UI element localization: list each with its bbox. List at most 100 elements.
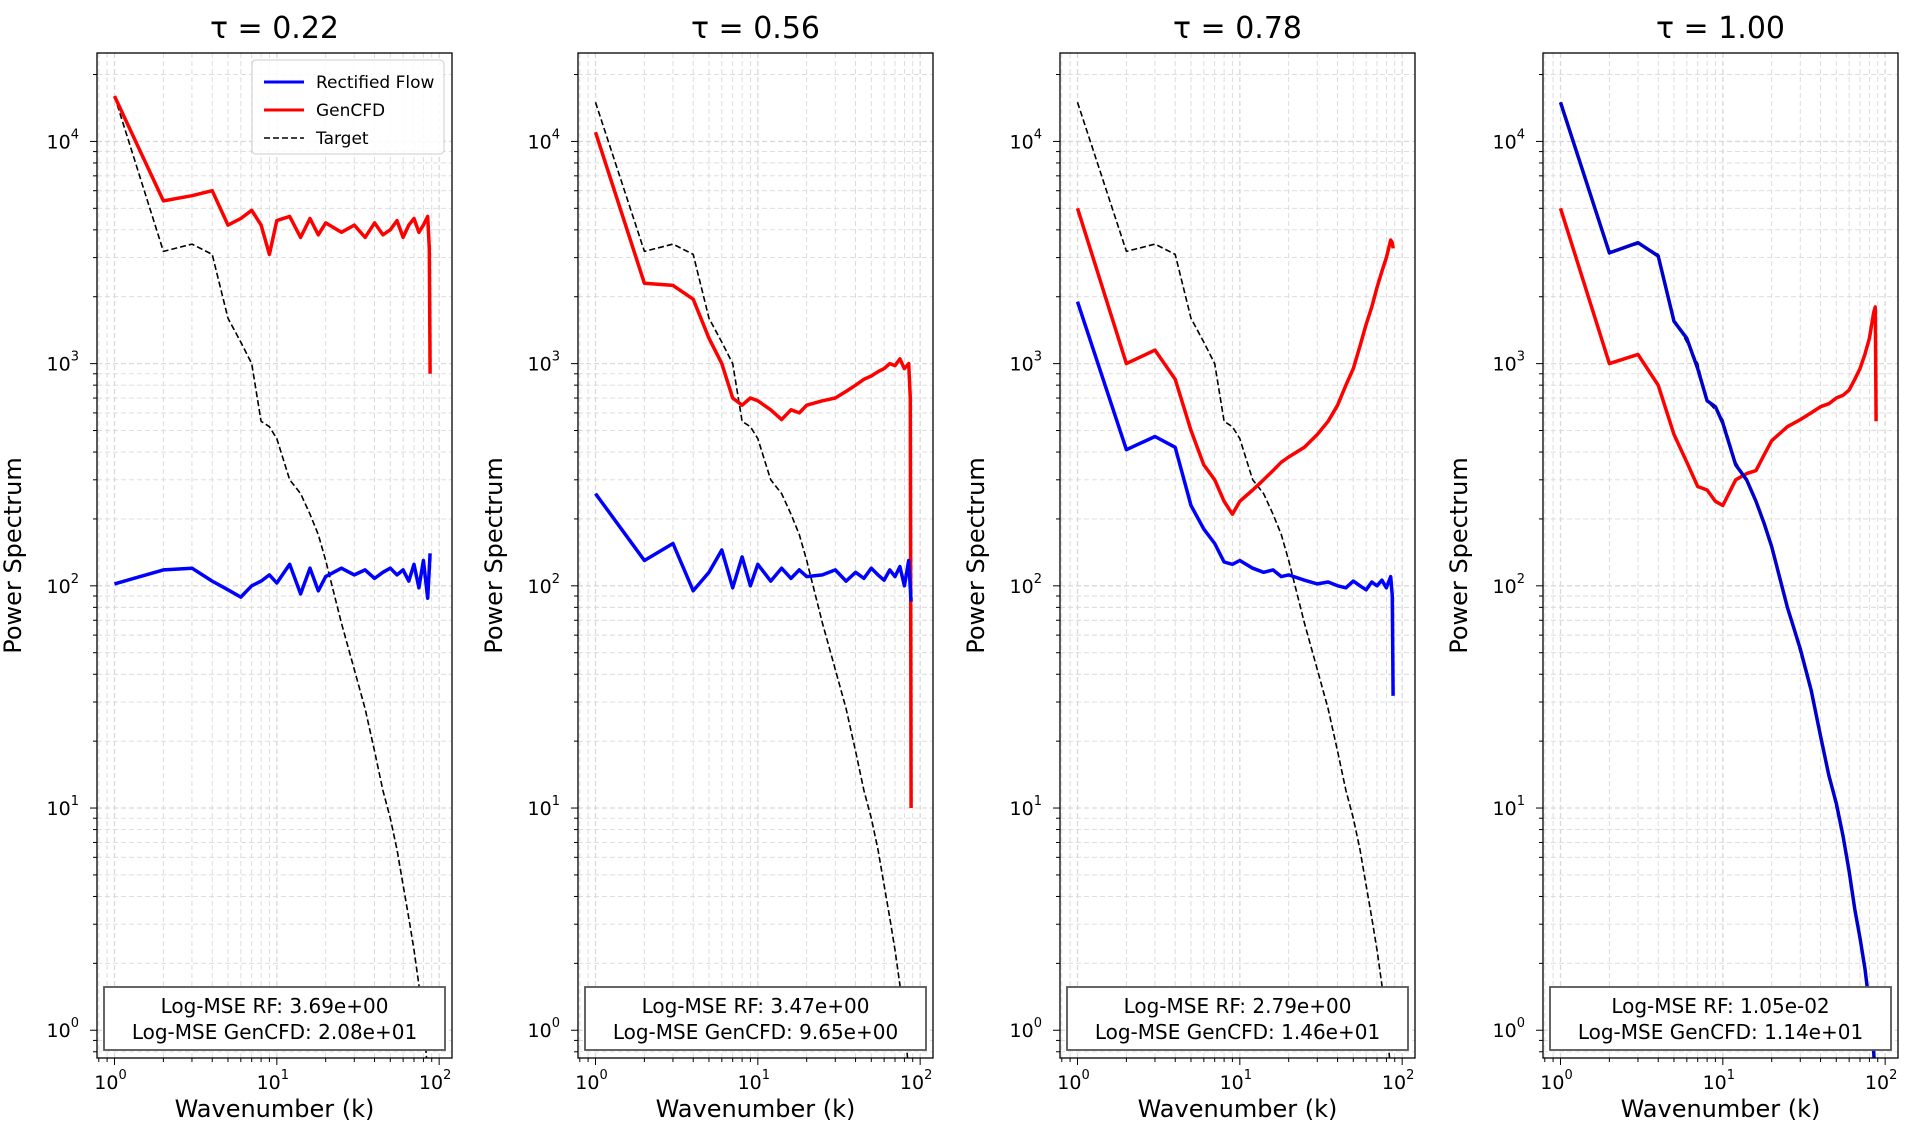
x-tick-label: 101: [738, 1068, 770, 1094]
y-tick-label: 104: [47, 127, 79, 153]
legend: Rectified Flow GenCFD Target: [251, 59, 445, 155]
y-tick-base: 10: [47, 1020, 71, 1042]
y-tick-base: 10: [528, 576, 552, 598]
x-tick-exponent: 0: [1564, 1068, 1572, 1083]
y-tick-base: 10: [528, 131, 552, 153]
y-tick-label: 100: [1493, 1016, 1525, 1042]
y-tick-exponent: 1: [552, 794, 560, 809]
annotation-line-2: Log-MSE GenCFD: 1.14e+01: [1578, 1020, 1863, 1044]
y-tick-label: 103: [1493, 350, 1525, 376]
series-line-target: [594, 102, 909, 1058]
y-tick-label: 101: [47, 794, 79, 820]
x-tick-base: 10: [575, 1072, 599, 1094]
series-line-gencfd: [1075, 207, 1395, 516]
grid: [578, 53, 933, 1058]
annotation-box: [584, 986, 927, 1051]
y-tick-exponent: 3: [1517, 350, 1525, 365]
y-tick-exponent: 1: [1517, 794, 1525, 809]
panel-title: τ = 1.00: [1656, 11, 1785, 46]
y-tick-exponent: 2: [1517, 572, 1525, 587]
annotation-line-1: Log-MSE RF: 3.47e+00: [642, 994, 870, 1018]
y-tick-base: 10: [1493, 798, 1517, 820]
series-lines: [112, 95, 432, 1058]
series-line-rectified-flow: [114, 553, 432, 600]
annotation-line-1: Log-MSE RF: 3.69e+00: [161, 994, 389, 1018]
y-tick-label: 100: [47, 1016, 79, 1042]
series-lines: [1075, 102, 1395, 1058]
y-tick-label: 104: [528, 127, 560, 153]
axes-frame: [96, 52, 453, 1059]
y-tick-label: 100: [528, 1016, 560, 1042]
x-tick-exponent: 2: [1406, 1068, 1414, 1083]
y-tick-exponent: 1: [71, 794, 79, 809]
y-tick-base: 10: [47, 576, 71, 598]
legend-label-target: Target: [315, 129, 369, 149]
x-tick-label: 101: [1703, 1068, 1735, 1094]
x-tick-label: 101: [257, 1068, 289, 1094]
y-tick-exponent: 0: [1034, 1016, 1042, 1031]
y-tick-base: 10: [1010, 131, 1034, 153]
x-tick-label: 102: [1865, 1068, 1897, 1094]
y-tick-exponent: 4: [552, 127, 560, 142]
x-tick-base: 10: [419, 1072, 443, 1094]
y-tick-label: 103: [528, 350, 560, 376]
panel-title: τ = 0.56: [691, 11, 820, 46]
x-tick-label: 100: [1540, 1068, 1572, 1094]
series-lines: [1558, 101, 1878, 1058]
x-tick-exponent: 2: [924, 1068, 932, 1083]
x-tick-label: 100: [575, 1068, 607, 1094]
y-tick-base: 10: [47, 131, 71, 153]
x-tick-exponent: 1: [762, 1068, 770, 1083]
y-tick-label: 102: [1493, 572, 1525, 598]
x-tick-exponent: 2: [1889, 1068, 1897, 1083]
x-tick-base: 10: [900, 1072, 924, 1094]
y-tick-exponent: 3: [71, 350, 79, 365]
x-tick-label: 102: [1382, 1068, 1414, 1094]
x-tick-base: 10: [738, 1072, 762, 1094]
series-line-target: [113, 95, 428, 1058]
x-tick-label: 102: [419, 1068, 451, 1094]
y-tick-base: 10: [528, 798, 552, 820]
y-tick-label: 103: [47, 350, 79, 376]
annotation-box: [103, 986, 446, 1051]
y-tick-label: 101: [1010, 794, 1042, 820]
x-tick-exponent: 0: [118, 1068, 126, 1083]
annotation-line-1: Log-MSE RF: 2.79e+00: [1124, 994, 1352, 1018]
y-axis-label: Power Spectrum: [962, 457, 990, 654]
series-lines: [593, 102, 913, 1058]
x-axis-label: Wavenumber (k): [1621, 1095, 1821, 1123]
y-tick-exponent: 2: [1034, 572, 1042, 587]
y-tick-label: 104: [1010, 127, 1042, 153]
x-tick-exponent: 0: [1081, 1068, 1089, 1083]
y-tick-exponent: 4: [71, 127, 79, 142]
x-tick-exponent: 1: [281, 1068, 289, 1083]
x-tick-label: 101: [1220, 1068, 1252, 1094]
y-tick-base: 10: [1010, 1020, 1034, 1042]
axes-frame: [1542, 52, 1899, 1059]
series-line-rectified-flow: [1075, 301, 1395, 696]
y-tick-label: 104: [1493, 127, 1525, 153]
x-tick-base: 10: [94, 1072, 118, 1094]
y-tick-label: 100: [1010, 1016, 1042, 1042]
y-tick-base: 10: [1010, 576, 1034, 598]
x-axis-label: Wavenumber (k): [1138, 1095, 1338, 1123]
y-tick-label: 103: [1010, 350, 1042, 376]
y-tick-base: 10: [1493, 576, 1517, 598]
y-tick-base: 10: [528, 1020, 552, 1042]
y-tick-base: 10: [1493, 1020, 1517, 1042]
x-tick-base: 10: [1382, 1072, 1406, 1094]
series-line-gencfd: [1558, 207, 1878, 508]
y-tick-label: 101: [528, 794, 560, 820]
y-tick-base: 10: [1010, 798, 1034, 820]
y-tick-exponent: 1: [1034, 794, 1042, 809]
annotation-line-2: Log-MSE GenCFD: 2.08e+01: [132, 1020, 417, 1044]
legend-label-gencfd: GenCFD: [316, 101, 385, 121]
y-tick-label: 102: [528, 572, 560, 598]
x-axis-label: Wavenumber (k): [175, 1095, 375, 1123]
annotation-line-2: Log-MSE GenCFD: 9.65e+00: [613, 1020, 898, 1044]
